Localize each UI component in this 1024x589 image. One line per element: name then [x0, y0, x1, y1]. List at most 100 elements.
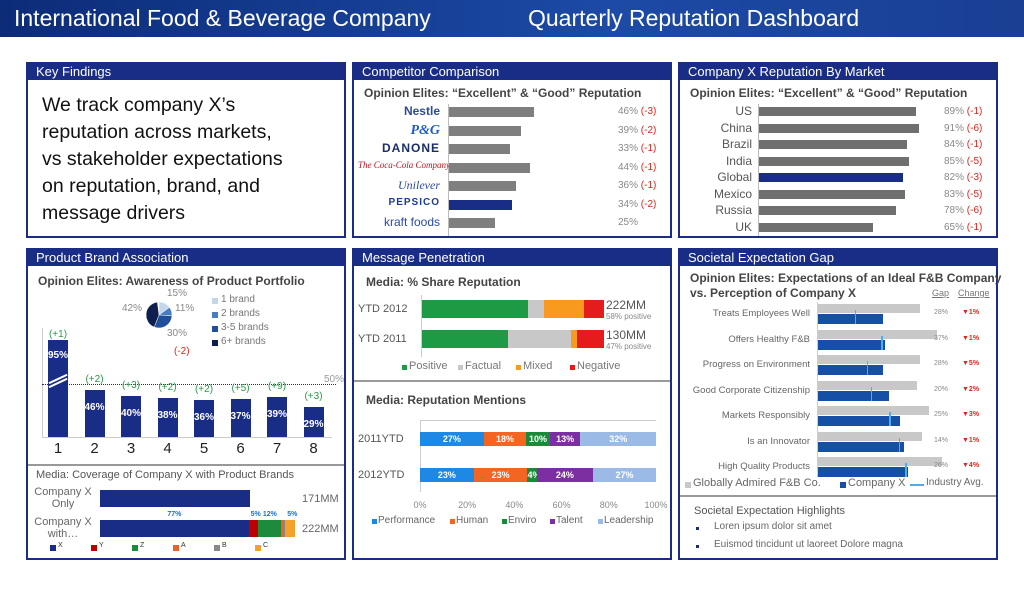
mentions-segment: 27% [420, 432, 484, 446]
coverage-segment-label: 77% [167, 511, 182, 518]
awareness-bar [157, 398, 178, 437]
axis-line [421, 295, 422, 357]
market-bar [759, 156, 909, 166]
share-subtitle: Media: % Share Reputation [366, 275, 521, 289]
axis-line [420, 420, 421, 492]
share-total: 130MM [606, 328, 647, 342]
x-tick: 60% [552, 500, 571, 510]
market-label: Russia [715, 203, 752, 217]
market-value: 65% (-1) [944, 222, 982, 233]
legend-swatch [132, 545, 138, 551]
competitor-value: 36% (-1) [618, 180, 656, 191]
gap-row-label: Progress on Environment [702, 359, 810, 370]
brand-association-panel: Product Brand Association Opinion Elites… [26, 248, 346, 560]
fifty-percent-line [42, 384, 336, 385]
mentions-legend-label: Human [456, 515, 489, 526]
brand-logo: Unilever [398, 178, 440, 192]
bullet-icon [696, 527, 699, 530]
company-bar [818, 441, 904, 452]
market-bar [759, 173, 904, 182]
admired-bar [818, 457, 943, 466]
competitor-bar [449, 144, 511, 154]
share-segment [576, 330, 604, 348]
panel-title: Message Penetration [354, 250, 670, 266]
brand-logo: PEPSICO [388, 196, 440, 208]
market-pct: 82% [944, 172, 965, 183]
industry-marker [905, 463, 907, 477]
axis-line [42, 437, 332, 438]
market-change: (-5) [966, 188, 983, 200]
industry-marker [854, 310, 857, 324]
awareness-bar [303, 407, 324, 437]
fifty-percent-label: 50% [324, 374, 345, 385]
gap-row-label: Offers Healthy F&B [728, 333, 810, 345]
share-legend-label: Mixed [523, 360, 553, 372]
legend-swatch [598, 519, 603, 524]
legend-swatch [255, 545, 261, 551]
pie-slice [145, 301, 160, 328]
coverage-segment [281, 520, 284, 537]
market-bar [759, 189, 906, 199]
gap-change: ▼3% [962, 411, 980, 418]
admired-bar [818, 329, 937, 339]
gap-change: ▼1% [962, 436, 980, 444]
pie-legend-label: 6+ brands [221, 336, 266, 347]
market-pct: 84% [944, 139, 965, 150]
axis-line [448, 104, 449, 236]
bar-category: 5 [199, 440, 209, 457]
pie-legend-label: 3-5 brands [221, 322, 269, 333]
share-segment [422, 300, 528, 318]
company-bar [818, 390, 890, 401]
panel-title: Key Findings [28, 64, 344, 80]
legend-swatch [212, 340, 218, 346]
coverage-legend-label: X [58, 542, 63, 549]
divider [680, 495, 996, 497]
gap-value: 28% [934, 309, 949, 316]
market-label: India [725, 153, 752, 168]
bar-change: (+2) [85, 374, 104, 386]
mentions-segment: 27% [592, 468, 656, 482]
bar-category: 6 [236, 440, 245, 457]
mentions-segment: 23% [420, 468, 474, 482]
legend-swatch [212, 312, 218, 318]
axis-line [420, 420, 656, 421]
market-pct: 85% [944, 155, 965, 167]
competitor-bar [449, 107, 535, 117]
market-bar [759, 222, 874, 232]
competitor-pct: 34% [618, 198, 639, 210]
brand-logo: Nestle [403, 104, 440, 118]
gap-value: 37% [934, 334, 949, 342]
bar-category: 2 [90, 440, 99, 457]
legend-swatch [212, 298, 218, 304]
legend-swatch [173, 545, 179, 551]
gap-change: ▼2% [962, 385, 980, 393]
x-tick: 40% [505, 500, 524, 510]
pie-pct: 30% [167, 328, 188, 339]
legend-swatch [550, 519, 555, 524]
brand-logo: The Coca-Cola Company [358, 159, 450, 170]
competitor-value: 46% (-3) [618, 106, 656, 117]
legend-swatch [685, 482, 691, 488]
competitor-pct: 33% [618, 143, 639, 154]
gap-header: Gap [932, 288, 950, 298]
competitor-bar [449, 181, 516, 191]
highlight-item: Euismod tincidunt ut laoreet Dolore magn… [714, 539, 903, 550]
coverage-segment-label: 5% [250, 511, 261, 518]
bar-change: (+5) [231, 383, 250, 395]
coverage-total: 222MM [302, 523, 339, 535]
market-value: 89% (-1) [944, 106, 982, 117]
share-note: 58% positive [606, 312, 652, 321]
bar-category: 4 [163, 440, 172, 457]
share-legend-label: Factual [465, 360, 502, 372]
competitor-pct: 46% [618, 106, 639, 117]
market-subtitle: Opinion Elites: “Excellent” & “Good” Rep… [690, 86, 968, 100]
bar-change: (+2) [158, 382, 177, 394]
competitor-change: (-1) [640, 143, 657, 154]
coverage-legend-label: C [263, 542, 269, 549]
legend-swatch [450, 519, 455, 524]
legend-swatch [840, 482, 846, 488]
competitor-subtitle: Opinion Elites: “Excellent” & “Good” Rep… [364, 86, 642, 100]
legend-swatch [502, 519, 507, 524]
industry-marker [881, 335, 883, 350]
competitor-change: (-1) [640, 161, 657, 173]
